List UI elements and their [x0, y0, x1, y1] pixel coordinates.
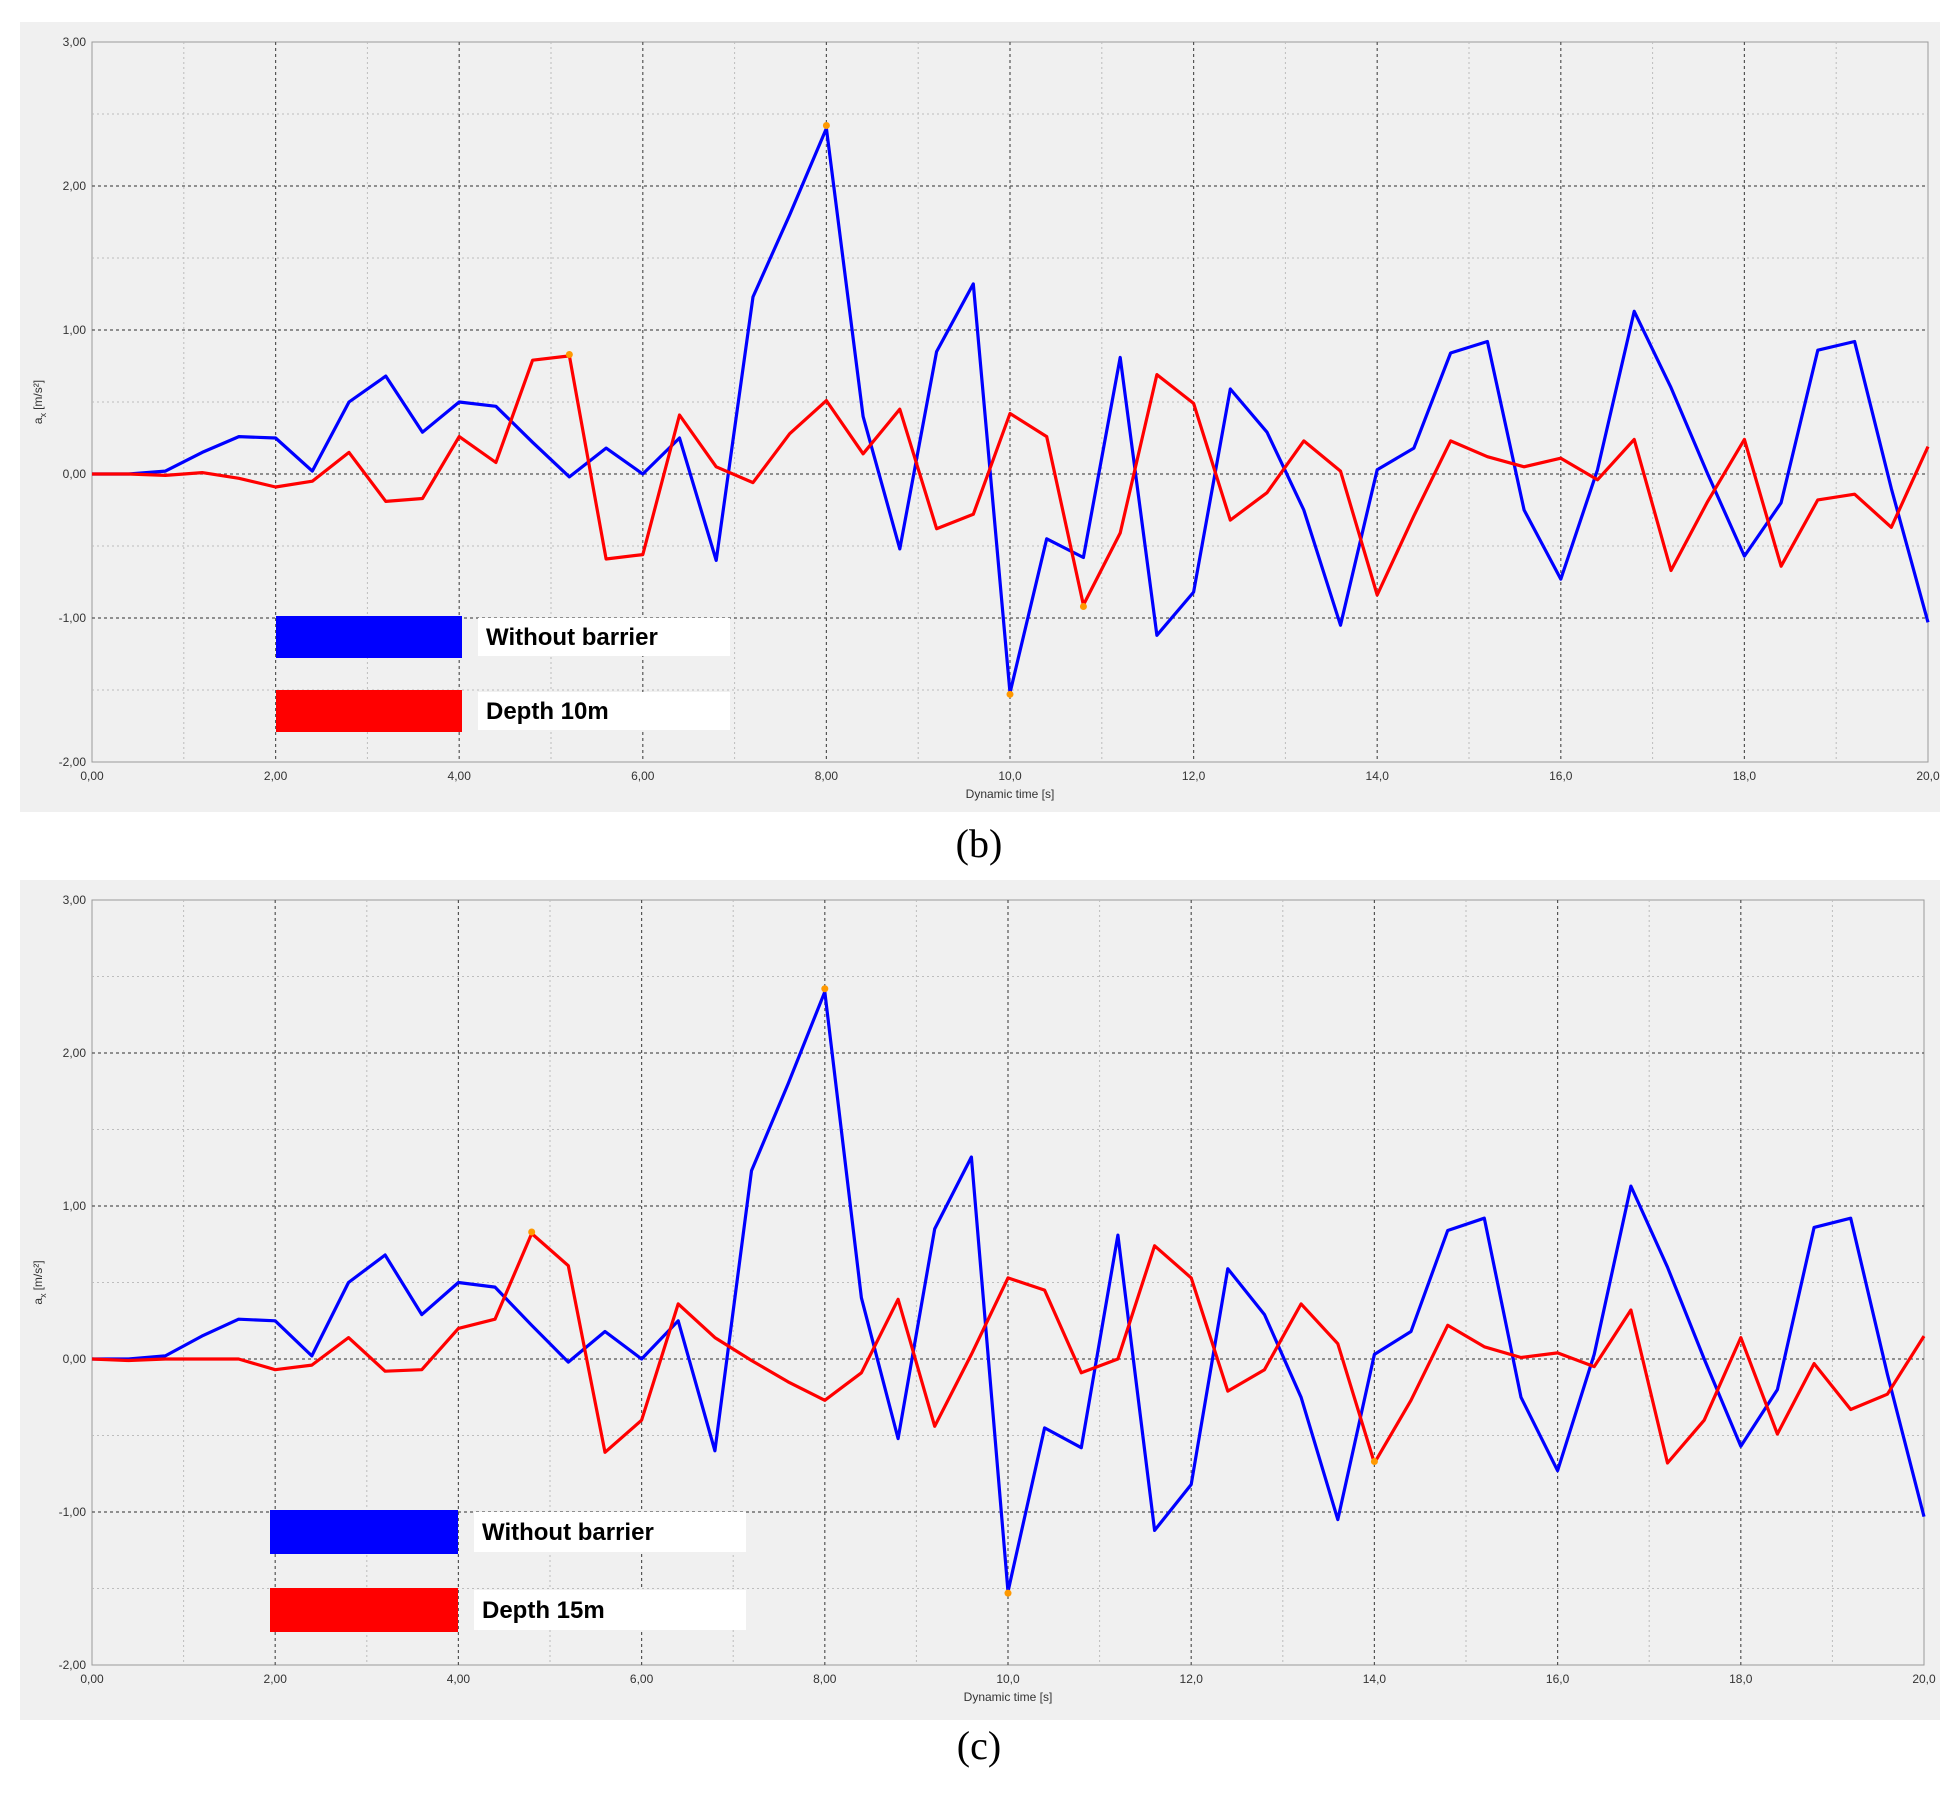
x-tick-label: 16,0 [1546, 1672, 1570, 1686]
y-tick-label: -2,00 [59, 1658, 87, 1672]
x-tick-label: 18,0 [1733, 769, 1757, 783]
y-tick-label: -1,00 [59, 1505, 87, 1519]
y-axis-title-subscript: x [38, 412, 48, 417]
legend-label: Depth 15m [482, 1597, 605, 1624]
x-tick-label: 6,00 [631, 769, 655, 783]
legend-label-box [474, 1590, 746, 1630]
y-tick-label: 1,00 [63, 323, 87, 337]
legend-label: Without barrier [482, 1519, 654, 1546]
peak-marker [528, 1228, 536, 1236]
y-axis-title-symbol: a [31, 1298, 45, 1305]
series-line-depth [91, 1231, 1926, 1465]
legend-label-box [478, 692, 730, 730]
x-tick-label: 10,0 [998, 769, 1022, 783]
y-axis-title-unit: [m/s²] [31, 1260, 45, 1290]
legend-swatch [276, 690, 462, 732]
y-axis-title-unit: [m/s²] [31, 380, 45, 410]
x-tick-label: 14,0 [1363, 1672, 1387, 1686]
x-tick-label: 20,0 [1912, 1672, 1936, 1686]
legend-swatch [270, 1588, 458, 1632]
y-tick-label: 2,00 [63, 179, 87, 193]
x-tick-label: 2,00 [264, 769, 288, 783]
legend-label: Without barrier [486, 624, 658, 651]
chart-panel-c: 0,00 2,00 4,00 6,00 8,00 10,0 12,0 14,0 16,0 18,0… [20, 880, 1940, 1720]
legend-label-box [474, 1512, 746, 1552]
x-tick-label: 0,00 [80, 769, 104, 783]
x-tick-label: 4,00 [448, 769, 472, 783]
chart-b: 0,00 2,00 4,00 6,00 8,00 10,0 12,0 14,0 16,0 18,0… [31, 35, 1940, 801]
x-tick-label: 4,00 [447, 1672, 471, 1686]
series-line-depth [92, 354, 1930, 607]
y-axis-title-symbol: a [31, 417, 45, 424]
y-tick-label: -1,00 [59, 611, 87, 625]
y-tick-label: 0,00 [63, 467, 87, 481]
x-tick-label: 14,0 [1366, 769, 1390, 783]
y-tick-label: 3,00 [63, 893, 87, 907]
peak-marker [1370, 1458, 1378, 1466]
x-tick-label: 12,0 [1180, 1672, 1204, 1686]
x-tick-label: 20,0 [1916, 769, 1940, 783]
x-axis-title: Dynamic time [s] [966, 787, 1055, 801]
legend-swatch [270, 1510, 458, 1554]
peak-marker [1006, 690, 1014, 698]
y-axis-title-subscript: x [38, 1293, 48, 1298]
peak-marker [821, 985, 829, 993]
x-tick-label: 8,00 [815, 769, 839, 783]
y-tick-label: 2,00 [63, 1046, 87, 1060]
legend-label-box [478, 618, 730, 656]
y-axis-title: ax [m/s²] [31, 1260, 48, 1304]
x-tick-label: 12,0 [1182, 769, 1206, 783]
x-tick-label: 0,00 [80, 1672, 104, 1686]
y-tick-label: 1,00 [63, 1199, 87, 1213]
chart-panel-b: 0,00 2,00 4,00 6,00 8,00 10,0 12,0 14,0 16,0 18,0… [20, 22, 1940, 812]
peak-marker [822, 122, 830, 130]
y-tick-label: 0,00 [63, 1352, 87, 1366]
y-axis-title: ax [m/s²] [31, 380, 48, 424]
x-tick-label: 2,00 [264, 1672, 288, 1686]
legend-swatch [276, 616, 462, 658]
y-tick-label: 3,00 [63, 35, 87, 49]
x-axis-title: Dynamic time [s] [964, 1690, 1053, 1704]
x-tick-label: 10,0 [996, 1672, 1020, 1686]
peak-marker [1004, 1589, 1012, 1597]
x-tick-label: 16,0 [1549, 769, 1573, 783]
legend-label: Depth 10m [486, 698, 609, 725]
caption-c: (c) [956, 1723, 1002, 1768]
caption-b: (b) [955, 821, 1003, 866]
y-tick-label: -2,00 [59, 755, 87, 769]
peak-marker [565, 350, 573, 358]
x-tick-label: 6,00 [630, 1672, 654, 1686]
x-tick-label: 18,0 [1729, 1672, 1753, 1686]
x-tick-label: 8,00 [813, 1672, 837, 1686]
chart-c: 0,00 2,00 4,00 6,00 8,00 10,0 12,0 14,0 16,0 18,0… [31, 893, 1936, 1704]
peak-marker [1079, 602, 1087, 610]
